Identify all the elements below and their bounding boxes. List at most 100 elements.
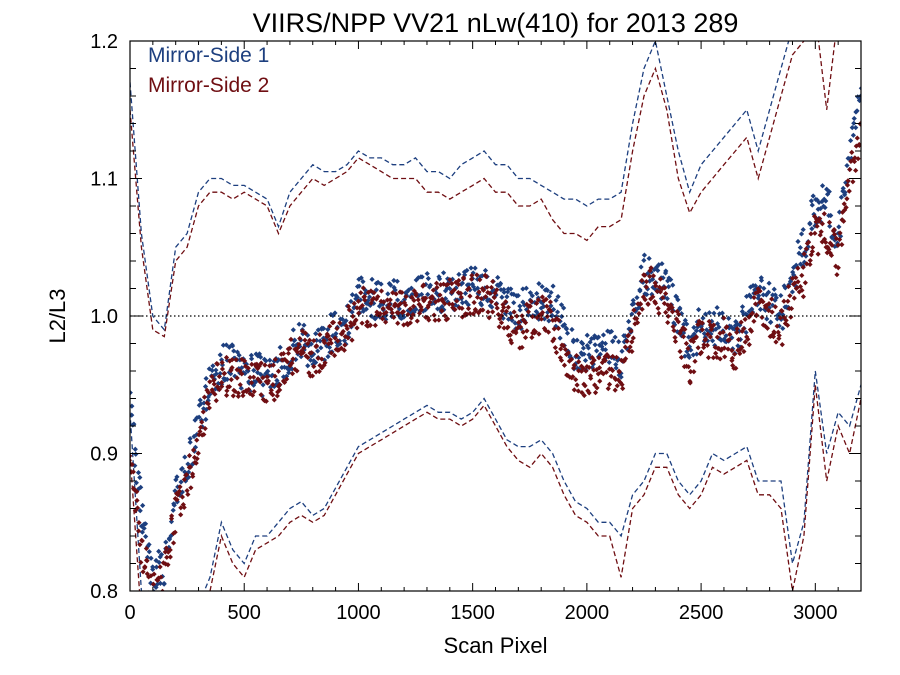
series-1-point bbox=[425, 291, 431, 298]
series-2-point bbox=[284, 359, 290, 365]
series-2-point bbox=[836, 236, 843, 243]
series-1-point bbox=[838, 194, 844, 200]
series-1-point bbox=[358, 275, 364, 281]
series-2-point bbox=[200, 409, 206, 415]
series-2-point bbox=[305, 354, 311, 361]
series-2-point bbox=[776, 335, 782, 342]
series-2-point bbox=[183, 472, 189, 478]
series-2-point bbox=[680, 334, 687, 340]
series-2-point bbox=[395, 310, 401, 316]
series-2-point bbox=[282, 356, 288, 363]
series-2-point bbox=[695, 345, 701, 351]
series-1-point bbox=[409, 291, 415, 298]
series-2-point bbox=[533, 300, 540, 306]
series-2-point bbox=[627, 344, 633, 350]
legend-entry-ms1: Mirror-Side 1 bbox=[148, 44, 270, 67]
series-1-point bbox=[404, 289, 410, 295]
series-2-point bbox=[162, 549, 168, 555]
series-2-point bbox=[783, 317, 789, 324]
series-2-point bbox=[593, 367, 600, 373]
series-2-point bbox=[296, 341, 302, 347]
series-1-point bbox=[365, 301, 371, 307]
series-1-point bbox=[388, 282, 394, 288]
series-1-point bbox=[844, 162, 850, 169]
series-2-point bbox=[687, 380, 693, 386]
series-1-point bbox=[440, 270, 447, 276]
series-2-point bbox=[738, 319, 744, 325]
series-2-point bbox=[294, 368, 300, 374]
series-1-point bbox=[646, 255, 652, 262]
series-1-point bbox=[263, 358, 269, 364]
series-1-point bbox=[797, 244, 803, 251]
series-1-point bbox=[196, 414, 202, 420]
series-1-point bbox=[202, 383, 209, 390]
series-2-point bbox=[140, 569, 146, 575]
series-1-point bbox=[219, 362, 226, 368]
series-1-point bbox=[662, 270, 669, 276]
series-2-point bbox=[696, 318, 702, 324]
series-1-point bbox=[778, 292, 784, 299]
series-2-point bbox=[692, 358, 698, 364]
series-1-point bbox=[698, 323, 704, 330]
series-2-point bbox=[410, 303, 417, 309]
series-2-point bbox=[720, 329, 726, 335]
series-2-point bbox=[498, 320, 505, 326]
series-2-point bbox=[614, 383, 620, 389]
series-1-point bbox=[170, 507, 176, 513]
series-1-point bbox=[851, 120, 857, 126]
series-2-point bbox=[480, 307, 486, 313]
series-1-point bbox=[158, 551, 165, 558]
series-2-point bbox=[209, 373, 215, 380]
series-2-point bbox=[631, 307, 637, 313]
series-2-point bbox=[848, 158, 854, 164]
series-1-point bbox=[257, 354, 264, 360]
series-2-point bbox=[144, 558, 150, 564]
series-1-point bbox=[616, 339, 622, 345]
series-1-point bbox=[150, 566, 156, 573]
series-1-point bbox=[146, 541, 152, 548]
series-1-point bbox=[588, 336, 595, 342]
series-2-point bbox=[163, 545, 169, 551]
series-2-point bbox=[591, 357, 597, 363]
y-tick-label: 1.2 bbox=[90, 31, 118, 53]
series-2-point bbox=[301, 345, 307, 351]
series-2-point bbox=[241, 358, 248, 364]
series-2-point bbox=[354, 325, 360, 331]
series-2-point bbox=[268, 390, 274, 396]
series-1-point bbox=[612, 334, 618, 340]
series-2-point bbox=[677, 348, 683, 355]
series-2-point bbox=[802, 280, 808, 286]
series-2-point bbox=[205, 389, 211, 396]
series-2-point bbox=[377, 310, 383, 317]
series-2-point bbox=[350, 313, 356, 319]
series-1-point bbox=[613, 361, 619, 368]
series-1-point bbox=[608, 328, 615, 335]
series-2-point bbox=[354, 305, 360, 311]
series-1-point bbox=[694, 351, 700, 357]
series-1-point bbox=[580, 341, 586, 347]
series-2-point bbox=[762, 323, 768, 329]
series-2-point bbox=[764, 325, 771, 331]
series-2-point bbox=[574, 382, 580, 388]
series-2-point bbox=[490, 278, 496, 285]
series-1-point bbox=[254, 369, 261, 376]
series-2-point bbox=[458, 290, 464, 296]
series-1-point bbox=[737, 322, 743, 328]
x-tick-label: 0 bbox=[124, 602, 135, 624]
series-1-point bbox=[660, 275, 666, 281]
series-1-point bbox=[236, 366, 242, 372]
series-1-point bbox=[517, 303, 523, 309]
series-2-point bbox=[319, 356, 325, 362]
series-2-point bbox=[553, 349, 560, 356]
series-2-point bbox=[246, 386, 252, 393]
series-1-point bbox=[501, 286, 507, 293]
series-2-point bbox=[319, 365, 325, 371]
series-1-points bbox=[130, 85, 861, 591]
series-2-point bbox=[433, 280, 440, 286]
series-1-point bbox=[765, 289, 772, 295]
series-1-point bbox=[739, 308, 745, 315]
series-1-point bbox=[207, 391, 213, 397]
series-2-point bbox=[388, 306, 394, 312]
series-1-point bbox=[419, 291, 425, 298]
series-1-point bbox=[561, 321, 568, 328]
